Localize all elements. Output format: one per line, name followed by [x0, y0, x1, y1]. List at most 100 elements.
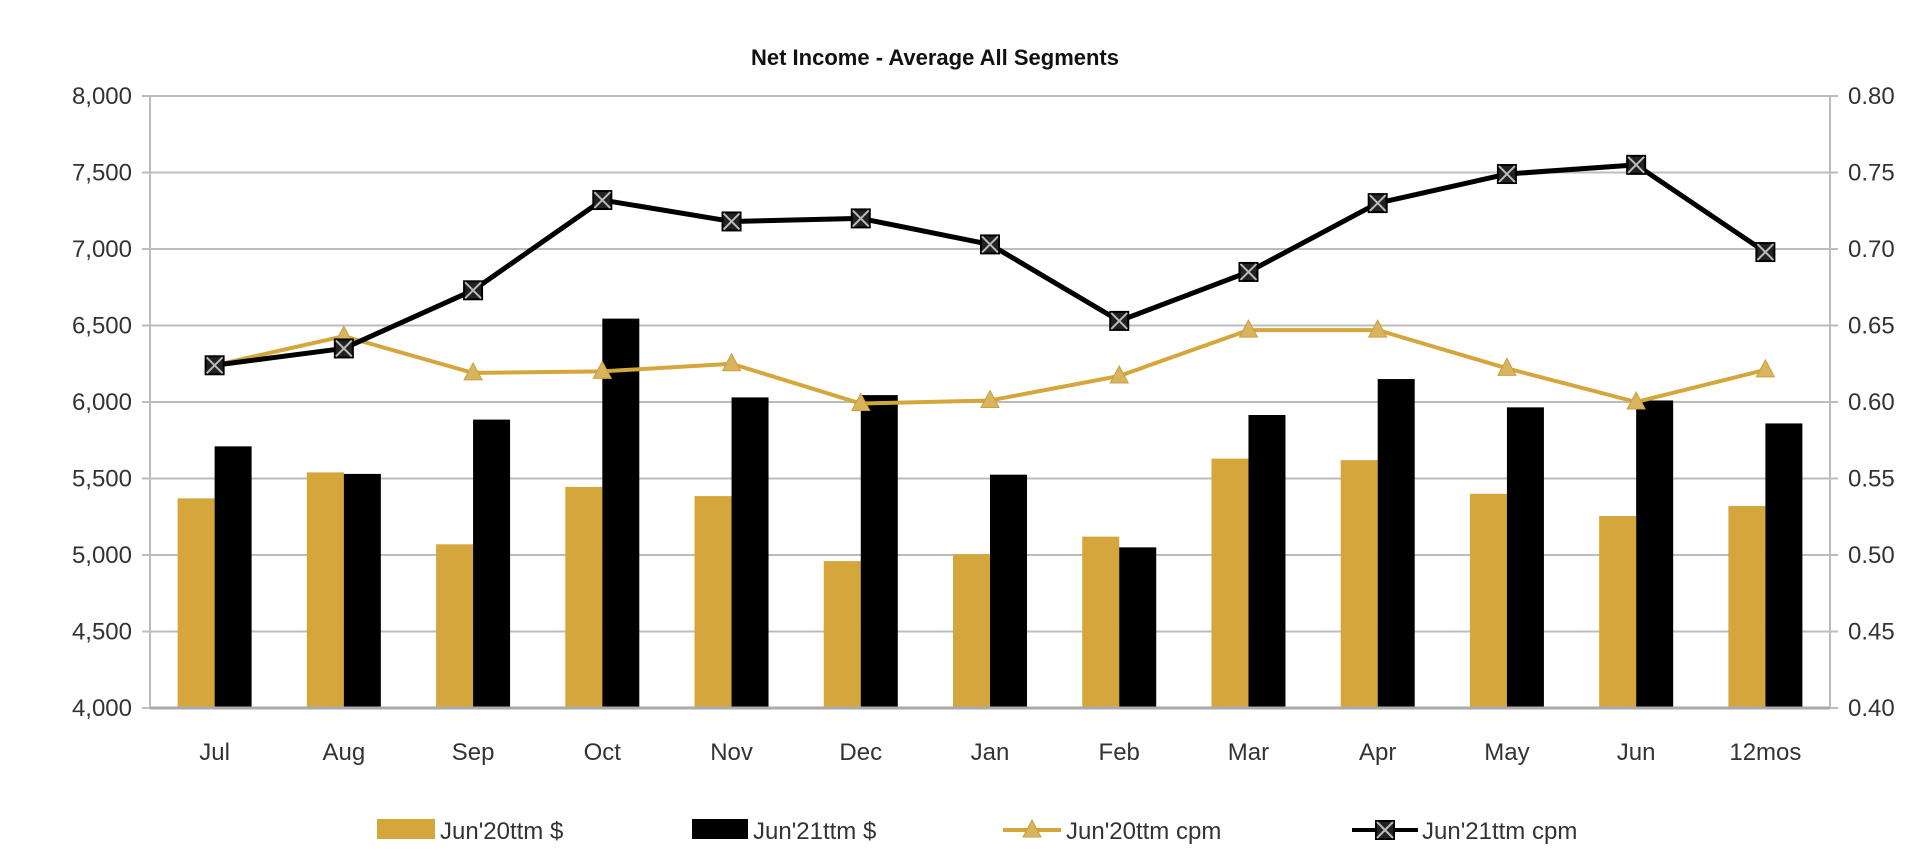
- x-tick-label: Sep: [452, 739, 495, 766]
- x-tick-label: Mar: [1228, 739, 1269, 766]
- bar-jun21-usd: [473, 419, 511, 708]
- bar-jun20-usd: [177, 498, 215, 708]
- x-tick-label: Jun: [1617, 739, 1656, 766]
- point-jun21-cpm: [1238, 261, 1259, 282]
- bar-jun21-usd: [1636, 400, 1674, 708]
- y-right-tick-label: 0.55: [1848, 466, 1895, 493]
- point-jun20-cpm: [463, 361, 483, 381]
- y-right-tick-label: 0.50: [1848, 542, 1895, 569]
- bar-jun21-usd: [731, 397, 769, 708]
- bar-jun20-usd: [953, 554, 990, 708]
- bar-jun21-usd: [1377, 379, 1415, 708]
- point-jun21-cpm: [1496, 164, 1517, 185]
- bars: [177, 318, 1803, 708]
- marker-x: [1239, 263, 1258, 281]
- legend-label: Jun'20ttm $: [440, 818, 563, 845]
- marker-x: [464, 281, 482, 300]
- y-right-tick-label: 0.70: [1848, 236, 1895, 263]
- y-right-tick-label: 0.75: [1848, 160, 1895, 187]
- y-left-tick-label: 8,000: [72, 83, 132, 110]
- legend-swatch: [377, 819, 435, 839]
- point-jun20-cpm: [980, 389, 1000, 408]
- bar-jun20-usd: [1082, 536, 1120, 708]
- x-tick-label: May: [1484, 739, 1529, 766]
- marker-x: [593, 191, 612, 209]
- point-jun20-cpm: [1109, 364, 1130, 384]
- y-left-tick-label: 4,500: [72, 619, 132, 646]
- bar-jun20-usd: [436, 544, 474, 708]
- legend-label: Jun'21ttm cpm: [1422, 818, 1577, 845]
- line-jun21-cpm: [214, 162, 1767, 368]
- point-jun21-cpm: [1109, 310, 1130, 331]
- point-jun20-cpm: [592, 360, 613, 379]
- bar-jun21-usd: [343, 473, 381, 708]
- legend-label: Jun'21ttm $: [753, 818, 876, 845]
- x-tick-label: 12mos: [1729, 739, 1801, 766]
- y-left-tick-label: 6,500: [72, 313, 132, 340]
- y-left-tick-label: 5,000: [72, 542, 132, 569]
- axes: 4,000 0.40 4,500 0.45 5,000 0.50 5,500 0.55 6,00…: [72, 83, 1895, 766]
- bar-jun21-usd: [1119, 547, 1157, 708]
- point-jun21-cpm: [1626, 154, 1647, 175]
- y-left-tick-label: 7,000: [72, 236, 132, 263]
- chart-title: Net Income - Average All Segments: [751, 45, 1119, 70]
- bar-jun20-usd: [565, 486, 603, 708]
- bar-jun21-usd: [990, 474, 1027, 708]
- legend-item: Jun'20ttm $: [377, 818, 563, 845]
- point-jun21-cpm: [333, 338, 354, 359]
- point-jun20-cpm: [1626, 390, 1646, 410]
- marker-x: [1110, 312, 1128, 330]
- marker-x: [1756, 243, 1775, 261]
- bar-jun20-usd: [1211, 458, 1249, 708]
- x-tick-label: Jan: [971, 739, 1010, 766]
- marker-x: [1376, 821, 1394, 839]
- x-tick-label: Aug: [322, 739, 365, 766]
- bar-jun21-usd: [1765, 423, 1803, 708]
- bar-jun21-usd: [1248, 415, 1286, 708]
- bar-jun21-usd: [860, 395, 898, 708]
- bar-jun21-usd: [1506, 407, 1544, 708]
- bar-jun20-usd: [1728, 506, 1766, 708]
- bar-jun21-usd: [214, 446, 252, 708]
- point-jun21-cpm: [980, 234, 1000, 255]
- point-jun21-cpm: [721, 211, 742, 232]
- point-jun20-cpm: [721, 352, 742, 372]
- y-right-tick-label: 0.65: [1848, 313, 1895, 340]
- marker-x: [722, 212, 741, 231]
- marker-x: [205, 356, 224, 374]
- legend-swatch: [692, 819, 748, 839]
- point-jun21-cpm: [1367, 193, 1388, 214]
- bar-jun20-usd: [1469, 493, 1507, 708]
- x-tick-label: Feb: [1099, 739, 1140, 766]
- point-jun20-cpm: [1755, 358, 1776, 378]
- legend-label: Jun'20ttm cpm: [1066, 818, 1221, 845]
- x-tick-label: Nov: [710, 739, 753, 766]
- bar-jun21-usd: [602, 318, 640, 708]
- legend: Jun'20ttm $ Jun'21ttm $ Jun'20ttm cpm Jun'2…: [377, 818, 1577, 845]
- y-left-tick-label: 7,500: [72, 160, 132, 187]
- y-left-tick-label: 4,000: [72, 695, 132, 722]
- legend-item: Jun'20ttm cpm: [1003, 818, 1221, 845]
- y-right-tick-label: 0.40: [1848, 695, 1895, 722]
- point-jun21-cpm: [463, 280, 484, 301]
- marker-x: [335, 339, 353, 358]
- x-tick-label: Oct: [584, 739, 622, 766]
- y-right-tick-label: 0.60: [1848, 389, 1895, 416]
- x-tick-label: Dec: [839, 739, 882, 766]
- y-right-tick-label: 0.45: [1848, 619, 1895, 646]
- marker-x: [852, 209, 870, 228]
- point-jun20-cpm: [1497, 357, 1517, 376]
- point-jun20-cpm: [850, 392, 871, 412]
- y-right-tick-label: 0.80: [1848, 83, 1895, 110]
- lines: [204, 154, 1776, 412]
- point-jun21-cpm: [1755, 242, 1776, 263]
- bar-jun20-usd: [1599, 515, 1637, 708]
- y-left-tick-label: 6,000: [72, 389, 132, 416]
- marker-x: [981, 235, 999, 254]
- point-jun21-cpm: [1375, 820, 1395, 840]
- point-jun20-cpm: [1022, 818, 1042, 838]
- point-jun21-cpm: [204, 355, 225, 376]
- marker-x: [1627, 156, 1645, 174]
- point-jun21-cpm: [592, 190, 613, 211]
